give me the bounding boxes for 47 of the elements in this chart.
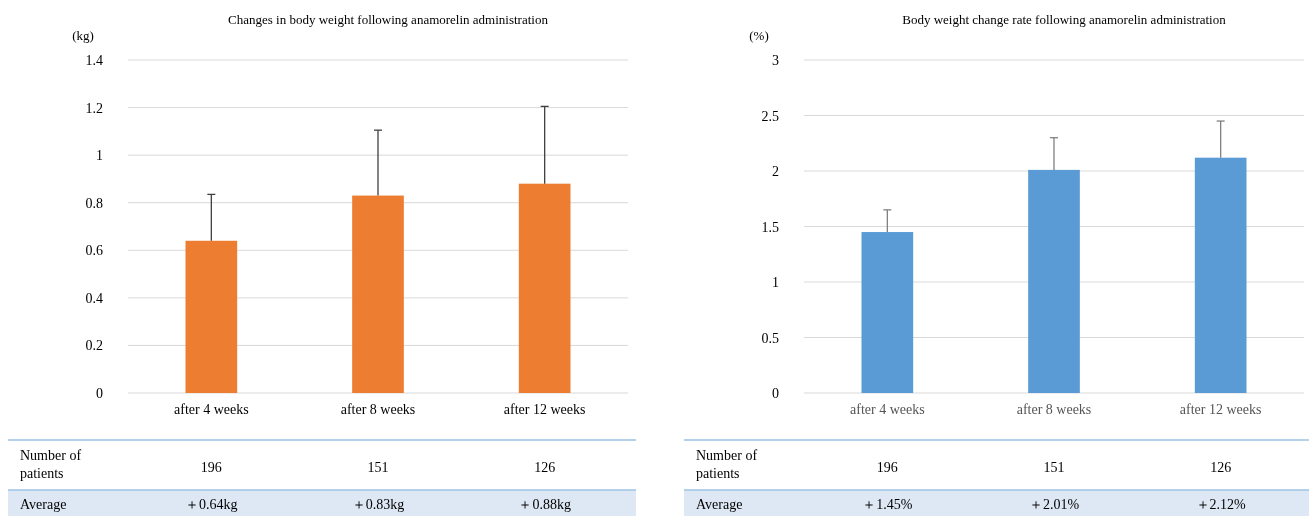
chart-title: Body weight change rate following anamorelin administration — [902, 12, 1227, 27]
y-tick-label: 1.2 — [85, 100, 103, 116]
y-tick-label: 0.4 — [85, 290, 103, 306]
y-tick-label: 0 — [96, 386, 103, 401]
x-tick-label: after 12 weeks — [503, 402, 586, 417]
y-tick-label: 1 — [96, 148, 103, 164]
text: Number of patients — [696, 448, 758, 481]
text: 151 — [367, 460, 389, 475]
x-tick-label: after 8 weeks — [340, 402, 416, 417]
x-tick-label: after 4 weeks — [174, 402, 249, 417]
y-tick-label: 0.6 — [85, 243, 103, 259]
text: 126 — [1210, 460, 1232, 475]
y-tick-label: 2.5 — [761, 108, 779, 124]
y-tick-label: 2 — [772, 164, 779, 179]
x-tick-label: after 12 weeks — [1179, 402, 1262, 417]
chart-title: Changes in body weight following anamorelin administration — [228, 12, 549, 27]
x-tick-label: after 4 weeks — [850, 402, 925, 417]
y-axis-title: (kg) — [72, 28, 94, 43]
data-label: ＋2.12% — [1195, 497, 1247, 512]
bar — [518, 183, 571, 393]
bar — [352, 195, 404, 393]
data-label: ＋0.64kg — [185, 497, 238, 512]
data-label: ＋0.83kg — [351, 497, 405, 512]
y-tick-label: 3 — [772, 53, 779, 68]
y-tick-label: 0.2 — [85, 338, 103, 354]
bar — [1194, 157, 1247, 393]
text: 151 — [1043, 460, 1065, 475]
y-tick-label: 0.5 — [761, 330, 779, 346]
text: Number of patients — [20, 448, 82, 481]
text: Average — [20, 497, 67, 512]
bar — [185, 240, 238, 393]
y-tick-label: 0.8 — [85, 195, 103, 211]
y-tick-label: 1 — [772, 275, 779, 290]
y-axis-title: (%) — [749, 28, 769, 43]
y-tick-label: 0 — [772, 386, 779, 401]
text: 196 — [876, 460, 898, 475]
text: Average — [696, 497, 743, 512]
text: 196 — [200, 460, 222, 475]
data-label: ＋2.01% — [1028, 497, 1080, 512]
x-tick-label: after 8 weeks — [1016, 402, 1092, 417]
y-tick-label: 1.4 — [85, 53, 103, 68]
y-tick-label: 1.5 — [761, 219, 779, 235]
data-label: ＋0.88kg — [518, 497, 571, 512]
bar — [861, 232, 914, 393]
bar — [1028, 169, 1080, 393]
data-label: ＋1.45% — [862, 497, 913, 512]
text: 126 — [534, 460, 556, 475]
